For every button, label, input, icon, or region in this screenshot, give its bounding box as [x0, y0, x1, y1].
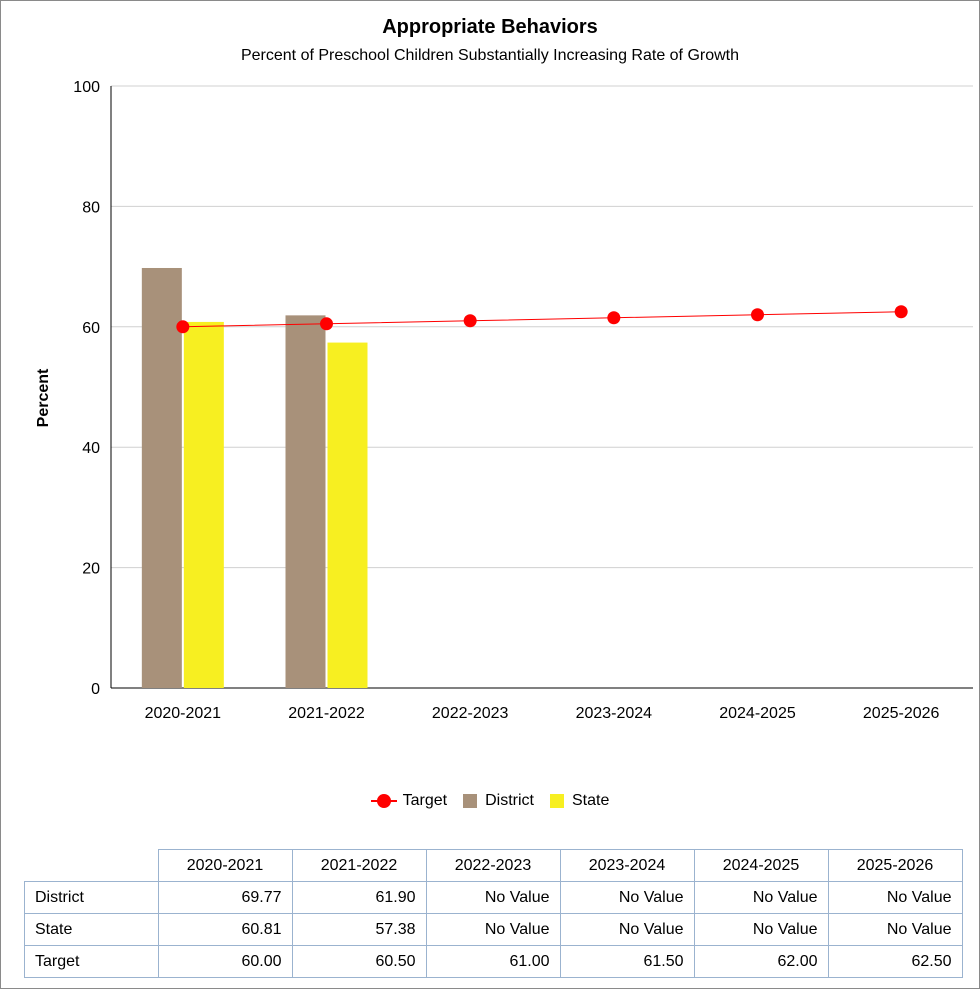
table-cell: No Value [425, 913, 561, 946]
target-point [176, 320, 190, 334]
legend-label-state: State [572, 792, 610, 809]
table-cell: 61.90 [291, 881, 427, 914]
table-cell: 61.50 [559, 945, 695, 978]
table-cell: 69.77 [157, 881, 293, 914]
table-cell: No Value [559, 913, 695, 946]
y-tick-label: 40 [82, 440, 100, 457]
table-row: District 69.77 61.90 No Value No Value N… [24, 881, 963, 914]
legend-label-district: District [485, 792, 534, 809]
table-header: 2024-2025 [693, 849, 829, 882]
table-header: 2021-2022 [291, 849, 427, 882]
y-tick-label: 20 [82, 561, 100, 578]
table-cell: 62.50 [827, 945, 963, 978]
y-tick-label: 60 [82, 320, 100, 337]
x-tick-label: 2021-2022 [288, 705, 365, 722]
state-swatch-icon [550, 794, 564, 808]
district-swatch-icon [463, 794, 478, 808]
target-point [607, 311, 621, 325]
target-marker-icon [370, 793, 397, 809]
x-tick-label: 2024-2025 [719, 705, 796, 722]
table-cell: No Value [425, 881, 561, 914]
table-cell: 60.50 [291, 945, 427, 978]
table-row-label: District [24, 881, 159, 914]
bar-state [183, 321, 224, 688]
chart-plot: 0 20 40 60 80 100 2020-2021 2021-2022 2022-2023 2… [73, 79, 973, 722]
x-tick-label: 2025-2026 [863, 705, 940, 722]
legend-item-target[interactable]: Target [370, 792, 448, 810]
table-row: State 60.81 57.38 No Value No Value No V… [24, 913, 963, 946]
bar-district [285, 315, 326, 688]
target-point [894, 305, 908, 319]
data-table: 2020-2021 2021-2022 2022-2023 2023-2024 … [24, 849, 963, 978]
table-cell: 57.38 [291, 913, 427, 946]
table-row-label: Target [24, 945, 159, 978]
x-tick-label: 2023-2024 [576, 705, 653, 722]
legend-item-state[interactable]: State [550, 792, 609, 810]
chart-subtitle: Percent of Preschool Children Substantia… [240, 47, 740, 64]
table-row-label: State [24, 913, 159, 946]
x-tick-label: 2022-2023 [432, 705, 509, 722]
target-point [751, 308, 764, 322]
table-cell: 61.00 [425, 945, 561, 978]
table-header: 2025-2026 [827, 849, 963, 882]
table-cell: 60.00 [157, 945, 293, 978]
bar-district [141, 267, 182, 688]
target-line [182, 311, 902, 328]
table-corner [24, 849, 158, 882]
chart-title: Appropriate Behaviors [382, 16, 598, 38]
bar-state [327, 342, 368, 688]
table-header: 2023-2024 [559, 849, 695, 882]
legend-item-district[interactable]: District [463, 792, 534, 810]
y-tick-label: 0 [91, 681, 100, 698]
table-row: Target 60.00 60.50 61.00 61.50 62.00 62.… [24, 945, 963, 978]
table-cell: 60.81 [157, 913, 293, 946]
table-cell: No Value [693, 913, 829, 946]
x-tick-label: 2020-2021 [145, 705, 222, 722]
chart-legend: Target District State [0, 792, 980, 810]
table-cell: No Value [827, 913, 963, 946]
table-header-row: 2020-2021 2021-2022 2022-2023 2023-2024 … [24, 849, 963, 882]
table-cell: No Value [827, 881, 963, 914]
target-point [320, 317, 333, 331]
target-point [463, 314, 477, 328]
y-tick-label: 80 [82, 199, 100, 216]
table-header: 2020-2021 [157, 849, 293, 882]
table-header: 2022-2023 [425, 849, 561, 882]
table-cell: No Value [693, 881, 829, 914]
y-tick-label: 100 [73, 79, 100, 96]
table-cell: 62.00 [693, 945, 829, 978]
table-cell: No Value [559, 881, 695, 914]
legend-label-target: Target [402, 792, 448, 809]
